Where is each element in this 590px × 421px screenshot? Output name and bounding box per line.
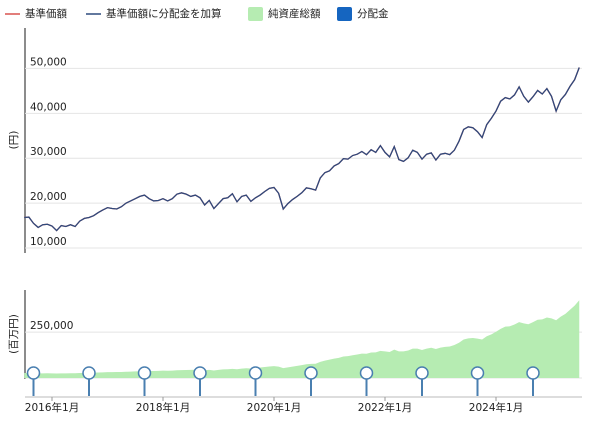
distribution-pin: [470, 366, 485, 380]
legend-label: 分配金: [357, 7, 389, 20]
distribution-pin: [359, 366, 374, 380]
legend-label: 純資産総額: [268, 7, 321, 20]
distribution-pin: [304, 366, 318, 380]
x-tick-label: 2024年1月: [469, 401, 523, 414]
distribution-pin: [415, 366, 429, 380]
legend-label: 基準価額: [25, 7, 67, 20]
x-tick-label: 2018年1月: [136, 401, 190, 414]
x-tick-label: 2020年1月: [247, 401, 301, 414]
distribution-pin: [137, 366, 152, 380]
y-tick-label: 40,000: [30, 101, 67, 113]
y-tick-label: 50,000: [30, 56, 67, 68]
distribution-pin: [82, 366, 96, 380]
legend-swatch: [337, 7, 352, 21]
distribution-pin: [248, 366, 263, 380]
price-line: [24, 67, 580, 232]
legend-swatch: [248, 7, 263, 21]
net-assets-area: [24, 300, 580, 378]
y2-tick-label: 250,000: [30, 320, 73, 332]
x-tick-label: 2016年1月: [25, 401, 79, 414]
y-tick-label: 20,000: [30, 191, 67, 203]
legend-label: 基準価額に分配金を加算: [106, 7, 222, 20]
x-tick-label: 2022年1月: [358, 401, 412, 414]
y-axis-label: (円): [8, 131, 20, 150]
y-tick-label: 10,000: [30, 236, 67, 248]
y2-axis-label: (百万円): [8, 314, 20, 354]
distribution-pin: [26, 366, 41, 380]
price-line: [24, 67, 580, 232]
distribution-pin: [526, 366, 540, 380]
y-tick-label: 30,000: [30, 146, 67, 158]
distribution-pin: [193, 366, 207, 380]
